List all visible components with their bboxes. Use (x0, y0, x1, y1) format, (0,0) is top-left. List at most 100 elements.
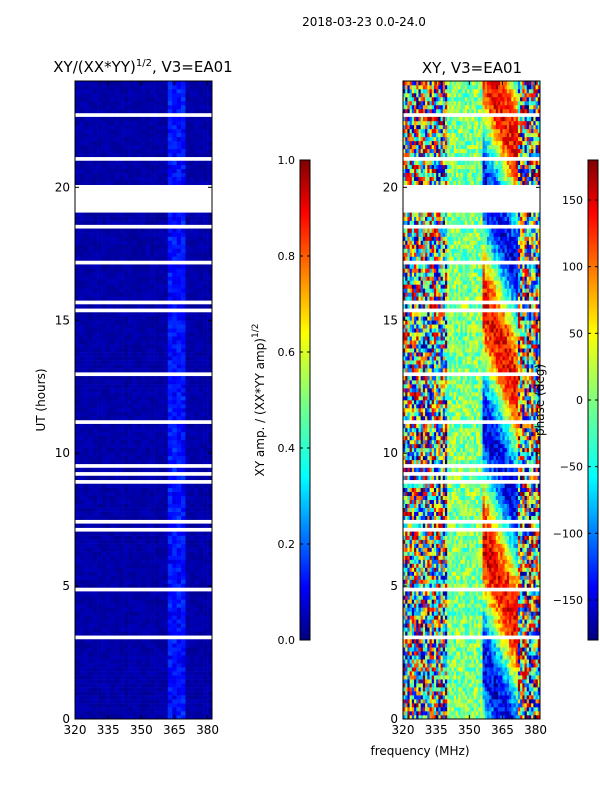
heatmap-cell (150, 619, 155, 624)
heatmap-cell (194, 571, 200, 576)
heatmap-cell (194, 599, 200, 604)
heatmap-cell (132, 176, 138, 181)
heatmap-cell (141, 699, 147, 704)
heatmap-cell (207, 400, 213, 405)
heatmap-cell (145, 687, 151, 692)
heatmap-cell (105, 236, 111, 241)
heatmap-cell (114, 312, 120, 317)
heatmap-cell (150, 535, 155, 540)
heatmap-cell (114, 491, 120, 496)
heatmap-cell (444, 699, 448, 704)
heatmap-cell (189, 451, 195, 457)
heatmap-cell (141, 711, 147, 716)
heatmap-cell (420, 679, 424, 684)
heatmap-cell (189, 579, 195, 584)
heatmap-cell (123, 92, 129, 98)
heatmap-cell (83, 324, 89, 329)
heatmap-cell (185, 407, 191, 413)
heatmap-cell (128, 679, 133, 684)
heatmap-cell (176, 671, 182, 676)
heatmap-cell (533, 695, 536, 700)
heatmap-cell (207, 415, 213, 421)
heatmap-cell (136, 216, 142, 221)
heatmap-cell (176, 467, 182, 473)
heatmap-cell (154, 571, 160, 576)
heatmap-cell (533, 691, 536, 696)
heatmap-cell (136, 376, 142, 381)
heatmap-cell (114, 164, 120, 170)
heatmap-cell (105, 348, 111, 353)
heatmap-cell (154, 388, 160, 393)
heatmap-cell (88, 551, 93, 556)
heatmap-cell (181, 380, 186, 385)
heatmap-cell (101, 180, 107, 185)
heatmap-cell (79, 312, 85, 317)
heatmap-cell (79, 555, 85, 560)
heatmap-cell (158, 407, 164, 413)
heatmap-cell (158, 176, 164, 181)
heatmap-cell (136, 108, 142, 114)
heatmap-cell (478, 715, 481, 720)
heatmap-cell (158, 499, 164, 504)
heatmap-cell (88, 707, 93, 712)
heatmap-cell (194, 623, 200, 628)
heatmap-cell (97, 100, 102, 106)
heatmap-cell (158, 651, 164, 656)
heatmap-cell (167, 711, 173, 716)
heatmap-cell (97, 715, 102, 720)
heatmap-cell (422, 695, 426, 700)
heatmap-cell (420, 675, 424, 680)
heatmap-cell (136, 336, 142, 341)
heatmap-cell (447, 699, 450, 704)
heatmap-cell (181, 104, 186, 110)
heatmap-cell (119, 172, 124, 177)
heatmap-cell (181, 96, 186, 102)
heatmap-cell (189, 567, 195, 572)
heatmap-cell (105, 276, 111, 281)
heatmap-cell (145, 643, 151, 648)
heatmap-cell (88, 284, 93, 289)
heatmap-cell (136, 104, 142, 110)
heatmap-cell (79, 567, 85, 572)
heatmap-cell (203, 415, 208, 421)
heatmap-cell (154, 567, 160, 572)
heatmap-cell (136, 579, 142, 584)
heatmap-cell (158, 571, 164, 576)
heatmap-cell (163, 435, 169, 441)
heatmap-cell (101, 595, 107, 600)
heatmap-cell (114, 455, 120, 461)
heatmap-cell (194, 467, 200, 473)
heatmap-cell (128, 316, 133, 321)
heatmap-cell (119, 535, 124, 540)
heatmap-cell (145, 631, 151, 636)
heatmap-cell (101, 284, 107, 289)
heatmap-cell (429, 691, 433, 696)
heatmap-cell (123, 515, 129, 520)
heatmap-cell (198, 439, 204, 445)
heatmap-cell (136, 220, 142, 225)
heatmap-cell (114, 252, 120, 257)
heatmap-cell (433, 679, 437, 684)
heatmap-cell (154, 663, 160, 668)
heatmap-cell (181, 180, 186, 185)
heatmap-cell (132, 491, 138, 496)
heatmap-cell (524, 691, 528, 696)
heatmap-cell (105, 515, 111, 520)
heatmap-cell (75, 360, 80, 365)
heatmap-cell (114, 631, 120, 636)
heatmap-cell (167, 511, 173, 516)
heatmap-cell (83, 392, 89, 397)
heatmap-cell (136, 547, 142, 552)
heatmap-cell (207, 280, 213, 285)
heatmap-cell (203, 487, 208, 493)
heatmap-cell (515, 699, 519, 704)
heatmap-cell (83, 272, 89, 277)
heatmap-cell (491, 683, 494, 688)
heatmap-cell (469, 675, 472, 680)
heatmap-cell (97, 84, 102, 90)
heatmap-cell (444, 703, 448, 708)
heatmap-cell (79, 376, 85, 381)
heatmap-cell (418, 703, 421, 708)
heatmap-cell (88, 256, 93, 261)
heatmap-cell (438, 687, 441, 692)
